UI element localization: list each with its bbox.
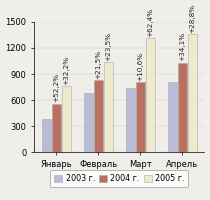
Text: +21,5%: +21,5% [95, 50, 101, 79]
Bar [84, 93, 93, 152]
Bar [146, 38, 155, 152]
Bar [94, 80, 103, 152]
Bar [168, 82, 177, 152]
Text: +62,4%: +62,4% [147, 8, 153, 37]
Bar [62, 86, 71, 152]
Text: +52,2%: +52,2% [53, 73, 59, 102]
Text: +23,5%: +23,5% [105, 31, 112, 61]
Text: +28,8%: +28,8% [189, 4, 195, 33]
Text: +10,6%: +10,6% [137, 51, 143, 81]
Text: +34,1%: +34,1% [179, 32, 185, 61]
Text: +32,2%: +32,2% [63, 56, 70, 85]
Bar [136, 82, 145, 152]
Legend: 2003 г., 2004 г., 2005 г.: 2003 г., 2004 г., 2005 г. [50, 170, 188, 187]
Bar [104, 62, 113, 152]
Bar [42, 119, 51, 152]
Bar [178, 63, 187, 152]
Bar [52, 104, 61, 152]
Bar [126, 88, 135, 152]
Bar [188, 34, 197, 152]
